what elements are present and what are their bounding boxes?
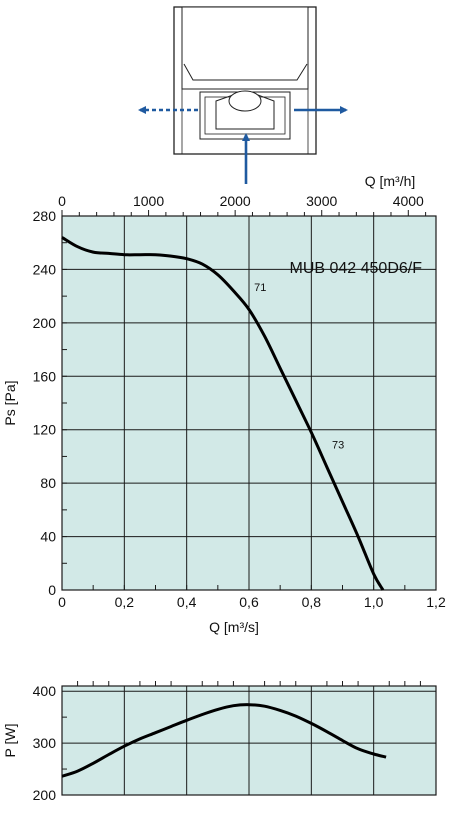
main-plot-frame [61, 215, 437, 591]
power-axis-labels: 200 300 400 [33, 683, 57, 803]
x-tick-label: 1,0 [364, 594, 384, 610]
x-tick-label: 0 [58, 594, 66, 610]
main-grid [62, 216, 436, 590]
x-tick-label: 0,2 [115, 594, 135, 610]
y-tick-label: 0 [48, 582, 56, 598]
static-pressure-curve [61, 236, 385, 591]
top-tick-label: 4000 [393, 193, 424, 209]
top-tick-label: 1000 [133, 193, 164, 209]
y-tick-label: 160 [33, 368, 57, 384]
y-tick-label: 240 [33, 261, 57, 277]
y-tick-label: 200 [33, 315, 57, 331]
top-axis-label: Q [m³/h] [365, 173, 416, 189]
x-axis-label: Q [m³/s] [209, 619, 259, 635]
power-plot-frame [61, 685, 437, 796]
curve-annotation: 71 [254, 282, 266, 294]
top-tick-label: 2000 [220, 193, 251, 209]
main-axis-labels: 0 0,2 0,4 0,6 0,8 1,0 1,2040801201602002402800… [33, 193, 446, 610]
x-tick-label: 0,6 [239, 594, 259, 610]
power-curve [61, 703, 387, 778]
top-tick-label: 3000 [306, 193, 337, 209]
y-tick-label: 80 [40, 475, 56, 491]
power-axis-ticks [62, 681, 421, 770]
fan-unit-schematic-icon [138, 6, 348, 184]
power-chart: 200 300 400 P [W] [2, 681, 437, 803]
top-tick-label: 0 [58, 193, 66, 209]
y-axis-label: Ps [Pa] [2, 380, 18, 425]
power-y-axis-label: P [W] [2, 724, 18, 758]
x-tick-label: 1,2 [426, 594, 446, 610]
y-tick-label: 120 [33, 422, 57, 438]
power-y-tick-label: 300 [33, 735, 57, 751]
y-tick-label: 280 [33, 208, 57, 224]
x-tick-label: 0,4 [177, 594, 197, 610]
main-axis-ticks [61, 210, 427, 590]
y-tick-label: 40 [40, 529, 56, 545]
power-y-tick-label: 400 [33, 683, 57, 699]
chart-title: MUB 042 450D6/F [289, 260, 422, 277]
x-tick-label: 0,8 [302, 594, 322, 610]
power-grid [62, 686, 436, 795]
power-y-tick-label: 200 [33, 787, 57, 803]
static-pressure-chart: 0 0,2 0,4 0,6 0,8 1,0 1,2040801201602002402800… [2, 173, 446, 635]
curve-annotation: 73 [332, 439, 344, 451]
